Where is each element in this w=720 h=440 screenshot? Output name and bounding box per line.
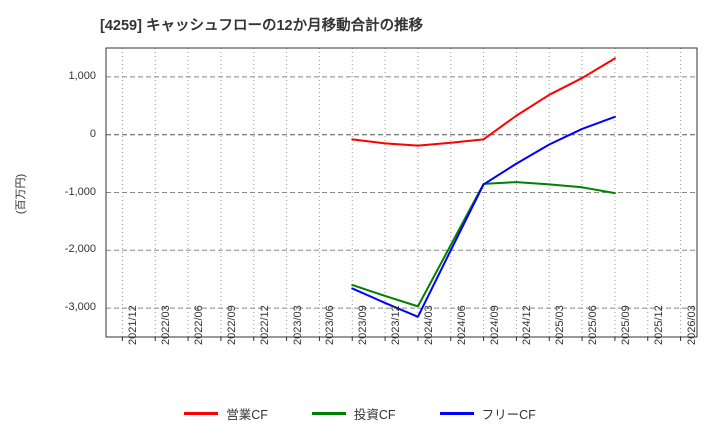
y-tick-label: -3,000	[64, 301, 96, 314]
x-tick-label: 2024/03	[422, 305, 435, 345]
x-tick-label: 2024/06	[455, 305, 468, 345]
legend-label: フリーCF	[481, 408, 536, 422]
chart-legend: 営業CF 投資CF フリーCF	[0, 404, 720, 423]
y-tick-label: 0	[89, 127, 96, 140]
legend-label: 投資CF	[353, 408, 396, 422]
y-tick-label: -1,000	[64, 185, 96, 198]
page-title: [4259] キャッシュフローの12か月移動合計の推移	[100, 18, 424, 34]
x-tick-label: 2023/09	[357, 305, 370, 345]
legend-label: 営業CF	[226, 408, 268, 422]
x-tick-label: 2021/12	[127, 305, 140, 345]
legend-item[interactable]: 営業CF	[184, 404, 268, 423]
x-tick-label: 2023/03	[291, 305, 304, 345]
x-tick-label: 2022/12	[258, 305, 271, 345]
x-tick-label: 2025/03	[554, 305, 567, 345]
y-tick-label: -2,000	[64, 243, 96, 256]
legend-item[interactable]: フリーCF	[439, 404, 536, 423]
x-tick-label: 2023/12	[390, 305, 403, 345]
legend-color-swatch	[439, 412, 474, 415]
x-tick-label: 2023/06	[324, 305, 337, 345]
legend-color-swatch	[311, 412, 346, 415]
legend-color-swatch	[184, 412, 219, 415]
gridlines	[106, 48, 697, 337]
series-lines	[351, 57, 616, 318]
y-tick-label: 1,000	[68, 69, 96, 82]
plot-frame	[105, 47, 698, 338]
x-tick-label: 2025/09	[619, 305, 632, 345]
x-tick-label: 2022/06	[193, 305, 206, 345]
legend-item[interactable]: 投資CF	[311, 404, 396, 423]
x-tick-marks	[121, 337, 682, 341]
x-tick-label: 2025/06	[587, 305, 600, 345]
series-line-営業CF	[351, 57, 616, 147]
x-tick-label: 2025/12	[652, 305, 665, 345]
x-tick-label: 2024/12	[521, 305, 534, 345]
series-line-フリーCF	[351, 115, 616, 318]
x-tick-label: 2022/09	[225, 305, 238, 345]
x-tick-label: 2022/03	[160, 305, 173, 345]
x-tick-label: 2024/09	[488, 305, 501, 345]
x-tick-label: 2026/03	[685, 305, 698, 345]
